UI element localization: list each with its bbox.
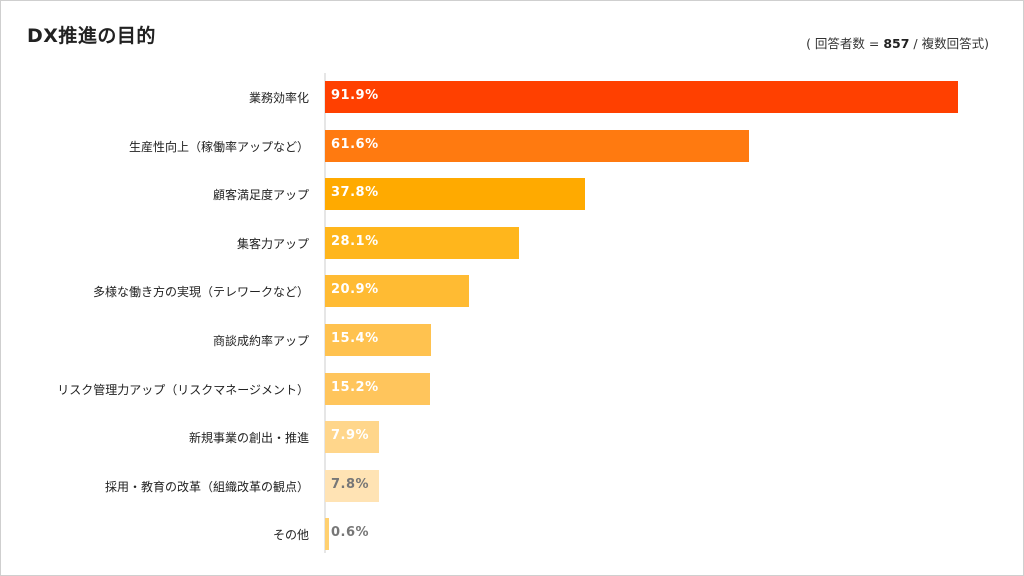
bar (325, 81, 959, 113)
bar (325, 469, 379, 502)
bar (325, 372, 430, 405)
bar-row: 採用・教育の改革（組織改革の観点） 7.8% (1, 469, 1024, 505)
category-label: 新規事業の創出・推進 (188, 431, 309, 446)
bar (325, 178, 586, 211)
bar-row: 集客力アップ 28.1% (1, 226, 1024, 262)
category-label: その他 (272, 528, 309, 543)
bar-row: 生産性向上（稼働率アップなど） 61.6% (1, 129, 1024, 165)
value-label: 61.6% (331, 136, 379, 152)
value-label: 15.4% (331, 331, 379, 346)
value-label: 91.9% (331, 88, 379, 103)
category-label: 生産性向上（稼働率アップなど） (128, 139, 309, 154)
value-label: 20.9% (331, 282, 379, 298)
value-label: 37.8% (331, 185, 379, 201)
bar (325, 226, 519, 259)
category-label: 商談成約率アップ (212, 334, 309, 348)
bar-row: その他 0.6% (1, 517, 1024, 553)
bar-row: リスク管理力アップ（リスクマネージメント） 15.2% (1, 372, 1024, 408)
note-close: / 複数回答式) (909, 36, 989, 51)
category-axis-line (324, 73, 326, 553)
value-label: 15.2% (331, 379, 379, 395)
bar-row: 多様な働き方の実現（テレワークなど） 20.9% (1, 274, 1024, 310)
value-label: 28.1% (331, 233, 379, 249)
note-open: ( 回答者数 = (806, 36, 884, 51)
bar (325, 518, 330, 551)
bar-row: 商談成約率アップ 15.4% (1, 323, 1024, 359)
category-label: 顧客満足度アップ (212, 188, 309, 203)
bar (325, 275, 469, 308)
category-label: 採用・教育の改革（組織改革の観点） (104, 479, 309, 494)
value-label: 0.6% (331, 525, 370, 541)
category-label: 集客力アップ (236, 236, 309, 251)
bar-row: 顧客満足度アップ 37.8% (1, 177, 1024, 213)
bar (325, 129, 750, 162)
bar (325, 421, 380, 454)
bar (325, 324, 432, 356)
bar-row: 業務効率化 91.9% (1, 80, 1024, 116)
value-label: 7.9% (331, 428, 370, 444)
category-label: 業務効率化 (248, 91, 309, 105)
chart-title: DX推進の目的 (27, 25, 156, 47)
bar-row: 新規事業の創出・推進 7.9% (1, 420, 1024, 456)
value-label: 7.8% (331, 476, 370, 492)
category-label: 多様な働き方の実現（テレワークなど） (92, 285, 309, 300)
respondent-note: ( 回答者数 = 857 / 複数回答式) (806, 33, 989, 52)
category-label: リスク管理力アップ（リスクマネージメント） (57, 382, 309, 397)
respondent-count: 857 (883, 36, 910, 51)
